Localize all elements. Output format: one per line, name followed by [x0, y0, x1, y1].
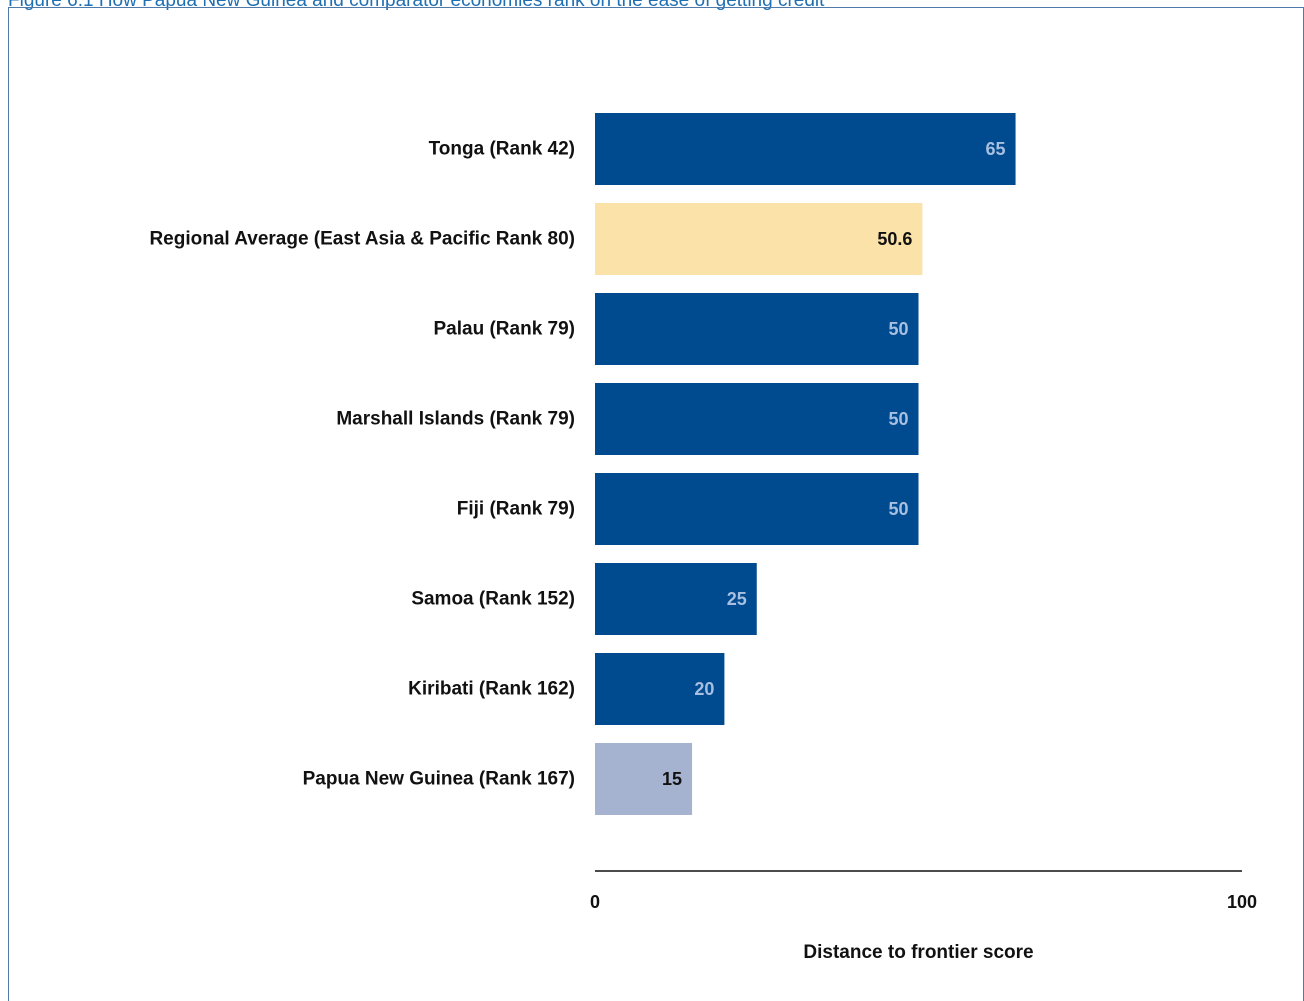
- bar-6: [595, 653, 725, 725]
- x-tick-label-max: 100: [1227, 892, 1257, 912]
- value-label-4: 50: [888, 499, 908, 519]
- bar-0: [595, 113, 1016, 185]
- value-labels-layer: 65 50.6 50 50 50 25 20 15: [662, 139, 1006, 789]
- bar-1: [595, 203, 923, 275]
- value-label-3: 50: [888, 409, 908, 429]
- value-label-2: 50: [888, 319, 908, 339]
- category-label-0: Tonga (Rank 42): [429, 139, 575, 160]
- category-label-3: Marshall Islands (Rank 79): [336, 409, 575, 430]
- category-label-4: Fiji (Rank 79): [457, 499, 575, 520]
- category-label-7: Papua New Guinea (Rank 167): [303, 769, 575, 790]
- value-label-0: 65: [986, 139, 1006, 159]
- x-axis-title: Distance to frontier score: [803, 942, 1033, 963]
- category-label-6: Kiribati (Rank 162): [408, 679, 575, 700]
- value-label-1: 50.6: [877, 229, 912, 249]
- value-label-7: 15: [662, 769, 682, 789]
- category-labels-layer: Tonga (Rank 42) Regional Average (East As…: [149, 139, 575, 790]
- bar-3: [595, 383, 919, 455]
- figure-title: Figure 6.1 How Papua New Guinea and comp…: [8, 0, 825, 11]
- value-label-5: 25: [727, 589, 747, 609]
- bar-4: [595, 473, 919, 545]
- bars-layer: [595, 113, 1016, 815]
- category-label-5: Samoa (Rank 152): [411, 589, 575, 610]
- value-label-6: 20: [694, 679, 714, 699]
- x-tick-label-min: 0: [590, 892, 600, 912]
- bar-5: [595, 563, 757, 635]
- bar-7: [595, 743, 693, 815]
- bar-2: [595, 293, 919, 365]
- category-label-1: Regional Average (East Asia & Pacific Ra…: [149, 229, 575, 250]
- category-label-2: Palau (Rank 79): [434, 319, 576, 340]
